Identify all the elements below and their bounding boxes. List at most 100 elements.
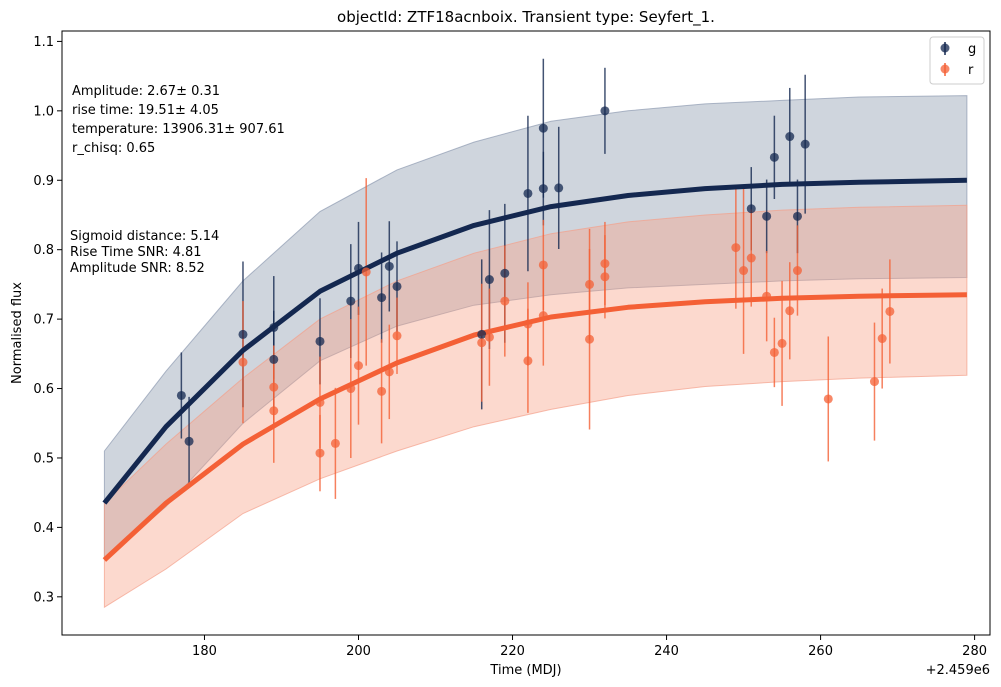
x-tick-label-220: 220 — [500, 644, 525, 659]
point-g-14 — [523, 188, 533, 198]
point-r-25 — [746, 253, 756, 263]
point-r-17 — [538, 260, 548, 270]
y-axis-label: Normalised flux — [10, 282, 25, 384]
point-r-24 — [739, 266, 749, 276]
legend: g r — [929, 36, 985, 85]
point-r-20 — [585, 334, 595, 344]
point-r-32 — [869, 377, 879, 387]
annotation-amplitude-snr: Amplitude SNR: 8.52 — [70, 261, 205, 276]
point-g-5 — [315, 336, 325, 346]
x-tick-label-280: 280 — [962, 644, 987, 659]
x-tick-label-180: 180 — [192, 644, 217, 659]
fit-lines — [102, 177, 967, 562]
point-g-19 — [746, 204, 756, 214]
confidence-bands — [103, 95, 968, 609]
point-r-28 — [777, 338, 787, 348]
point-g-3 — [269, 322, 279, 332]
point-g-11 — [477, 329, 487, 339]
point-g-9 — [384, 261, 394, 271]
annotation-rise-time-snr: Rise Time SNR: 4.81 — [70, 245, 202, 260]
point-g-16 — [538, 184, 548, 194]
point-r-15 — [523, 356, 533, 366]
confidence-band-r — [103, 204, 968, 609]
point-g-24 — [800, 139, 810, 149]
y-tick-label-0.4: 0.4 — [33, 521, 54, 536]
point-g-20 — [762, 211, 772, 221]
point-r-34 — [885, 306, 895, 316]
point-g-10 — [392, 281, 402, 291]
point-r-11 — [392, 331, 402, 341]
point-g-2 — [238, 329, 248, 339]
y-tick-label-1.1: 1.1 — [33, 35, 54, 50]
point-r-30 — [792, 266, 802, 276]
point-r-12 — [477, 338, 487, 348]
point-r-8 — [361, 267, 371, 277]
point-g-22 — [785, 132, 795, 142]
point-g-1 — [184, 436, 194, 446]
annotation-amplitude: Amplitude: 2.67± 0.31 — [72, 84, 220, 99]
annotation-temperature: temperature: 13906.31± 907.61 — [72, 122, 285, 137]
x-tick-label-200: 200 — [346, 644, 371, 659]
fit-line-g — [102, 177, 967, 505]
data-points — [176, 106, 895, 458]
point-g-6 — [346, 296, 356, 306]
point-g-12 — [484, 275, 494, 285]
point-r-9 — [377, 386, 387, 396]
point-g-21 — [769, 152, 779, 162]
point-g-17 — [554, 183, 564, 193]
point-r-5 — [330, 438, 340, 448]
point-r-1 — [269, 382, 279, 392]
point-g-13 — [500, 268, 510, 278]
point-r-0 — [238, 357, 248, 367]
annotation-sigmoid-distance: Sigmoid distance: 5.14 — [70, 229, 219, 244]
point-r-29 — [785, 306, 795, 316]
point-r-33 — [877, 334, 887, 344]
point-r-21 — [600, 259, 610, 269]
y-axis: 0.3 0.4 0.5 0.6 0.7 0.8 0.9 1.0 1.1 — [33, 35, 62, 605]
y-tick-label-0.3: 0.3 — [33, 590, 54, 605]
y-tick-label-0.8: 0.8 — [33, 243, 54, 258]
metrics-annotation: Sigmoid distance: 5.14 Rise Time SNR: 4.… — [70, 229, 219, 276]
legend-g-marker — [940, 43, 950, 53]
y-tick-label-0.7: 0.7 — [33, 313, 54, 328]
point-r-14 — [500, 296, 510, 306]
point-r-4 — [315, 448, 325, 458]
y-tick-label-0.9: 0.9 — [33, 174, 54, 189]
annotation-r-chisq: r_chisq: 0.65 — [72, 141, 155, 156]
point-r-2 — [269, 406, 279, 416]
point-r-13 — [484, 332, 494, 342]
point-r-16 — [523, 319, 533, 329]
chart-title: objectId: ZTF18acnboix. Transient type: … — [337, 8, 715, 27]
x-tick-label-260: 260 — [808, 644, 833, 659]
point-g-23 — [792, 211, 802, 221]
y-tick-label-1.0: 1.0 — [33, 104, 54, 119]
fit-params-annotation: Amplitude: 2.67± 0.31 rise time: 19.51± … — [72, 84, 285, 156]
x-tick-label-240: 240 — [654, 644, 679, 659]
x-axis: 180 200 220 240 260 280 — [192, 635, 987, 659]
point-g-4 — [269, 354, 279, 364]
x-axis-label: Time (MDJ) — [489, 663, 561, 678]
point-g-15 — [538, 123, 548, 133]
point-r-26 — [762, 291, 772, 301]
x-axis-offset: +2.459e6 — [926, 663, 990, 678]
plot-frame — [61, 30, 991, 636]
point-g-8 — [377, 293, 387, 303]
point-g-7 — [353, 263, 363, 273]
point-r-10 — [384, 367, 394, 377]
point-r-31 — [823, 394, 833, 404]
point-r-6 — [346, 384, 356, 394]
legend-r-label: r — [968, 63, 974, 78]
point-r-19 — [585, 279, 595, 289]
point-g-0 — [176, 390, 186, 400]
point-r-27 — [769, 347, 779, 357]
legend-g-label: g — [968, 42, 976, 57]
annotation-rise-time: rise time: 19.51± 4.05 — [72, 103, 219, 118]
point-r-22 — [600, 272, 610, 282]
point-g-18 — [600, 106, 610, 116]
y-tick-label-0.6: 0.6 — [33, 382, 54, 397]
y-tick-label-0.5: 0.5 — [33, 451, 54, 466]
point-r-18 — [538, 311, 548, 321]
point-r-23 — [731, 243, 741, 253]
legend-r-marker — [940, 64, 950, 74]
